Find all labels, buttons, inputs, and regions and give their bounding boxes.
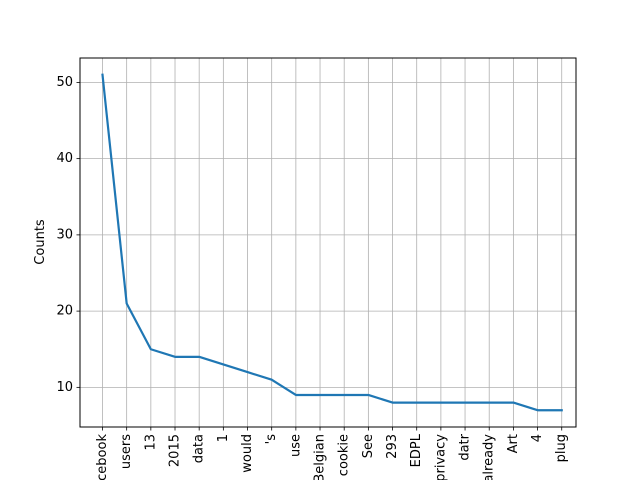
x-tick-label: 13 <box>143 434 158 451</box>
x-tick-label: Facebook <box>95 434 110 480</box>
x-tick-label: Art <box>506 434 521 453</box>
plot-frame <box>79 57 577 428</box>
y-tick-label: 10 <box>56 380 73 395</box>
x-tick-label: would <box>240 434 255 473</box>
x-tick-label: already <box>482 434 497 480</box>
y-tick-label: 30 <box>56 227 73 242</box>
x-tick-label: 4 <box>530 434 545 442</box>
x-tick-label: Belgian <box>313 434 328 480</box>
x-tick-label: data <box>192 434 207 463</box>
series-line <box>101 73 563 412</box>
y-tick-label: 20 <box>56 304 73 319</box>
x-tick-label: 's <box>264 434 279 445</box>
series-group <box>101 73 563 412</box>
y-axis-label: Counts <box>33 219 48 265</box>
grid-lines <box>80 58 576 427</box>
x-tick-label: use <box>288 434 303 457</box>
x-tick-label: See <box>361 434 376 458</box>
x-tick-label: EDPL <box>409 433 424 467</box>
plot-background <box>80 58 576 427</box>
x-tick-label: 2015 <box>168 434 183 467</box>
y-tick-label: 50 <box>56 75 73 90</box>
y-axis: 10 20 30 40 50 <box>56 75 80 395</box>
x-tick-label: datr <box>458 433 473 460</box>
x-tick-label: cookie <box>337 434 352 476</box>
y-tick-label: 40 <box>56 151 73 166</box>
x-tick-label: plug <box>554 434 569 462</box>
x-tick-label: 293 <box>385 434 400 459</box>
x-tick-label: privacy <box>433 434 448 480</box>
x-axis: Facebook users 13 2015 data 1 would 's use Belgia… <box>95 427 569 480</box>
x-tick-label: 1 <box>216 434 231 442</box>
x-tick-label: users <box>119 434 134 469</box>
